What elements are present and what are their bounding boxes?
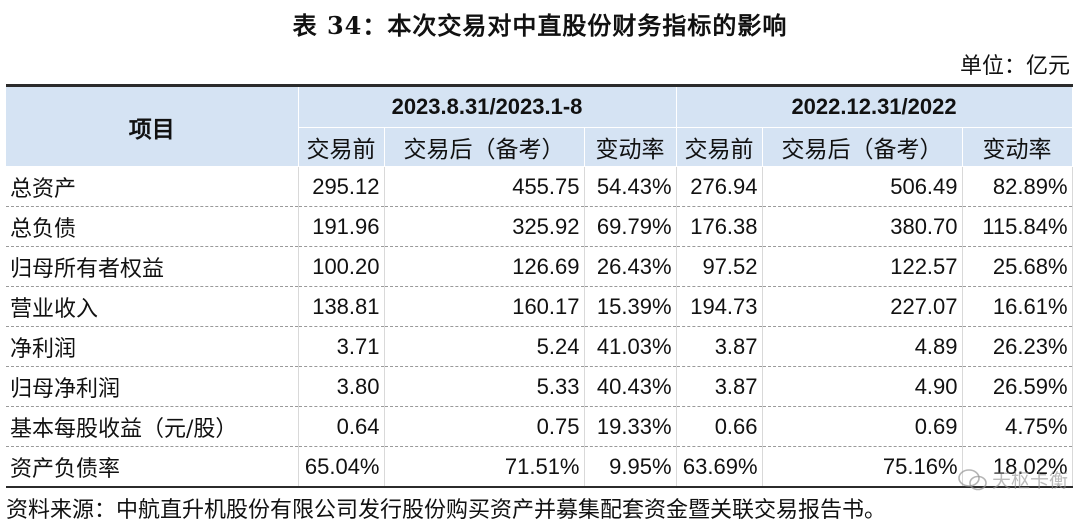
row-label: 总资产: [6, 166, 299, 207]
table-cell: 26.43%: [584, 246, 677, 287]
table-row: 资产负债率 65.04% 71.51% 9.95% 63.69% 75.16% 18.02%: [6, 446, 1073, 488]
table-cell: 54.43%: [584, 166, 677, 207]
row-label: 资产负债率: [6, 446, 299, 488]
table-cell: 4.90: [762, 366, 963, 407]
source-note: 资料来源：中航直升机股份有限公司发行股份购买资产并募集配套资金暨关联交易报告书。: [6, 498, 887, 523]
table-cell: 115.84%: [962, 206, 1073, 247]
table-cell: 65.04%: [298, 446, 385, 488]
table-cell: 0.66: [676, 406, 763, 447]
sub-header-change-rate: 变动率: [962, 127, 1073, 167]
table-cell: 82.89%: [962, 166, 1073, 207]
table-cell: 3.71: [298, 326, 385, 367]
period-header-2022: 2022.12.31/2022: [676, 84, 1073, 128]
table-cell: 40.43%: [584, 366, 677, 407]
table-cell: 75.16%: [762, 446, 963, 488]
table-cell: 227.07: [762, 286, 963, 327]
table-cell: 380.70: [762, 206, 963, 247]
table-cell: 4.75%: [962, 406, 1073, 447]
table-cell: 122.57: [762, 246, 963, 287]
sub-header-before: 交易前: [676, 127, 763, 167]
table-title: 表 34：本次交易对中直股份财务指标的影响: [292, 11, 788, 40]
wechat-icon: [958, 468, 988, 491]
financial-impact-table: 项目 2023.8.31/2023.1-8 2022.12.31/2022 交易…: [6, 84, 1073, 488]
table-row: 归母净利润 3.80 5.33 40.43% 3.87 4.90 26.59%: [6, 366, 1073, 407]
table-cell: 19.33%: [584, 406, 677, 447]
row-label: 归母净利润: [6, 366, 299, 407]
table-cell: 3.87: [676, 326, 763, 367]
table-cell: 71.51%: [384, 446, 585, 488]
table-cell: 191.96: [298, 206, 385, 247]
table-row: 基本每股收益（元/股） 0.64 0.75 19.33% 0.66 0.69 4.75%: [6, 406, 1073, 447]
table-cell: 3.87: [676, 366, 763, 407]
unit-label: 单位：亿元: [959, 54, 1070, 79]
sub-header-change-rate: 变动率: [584, 127, 677, 167]
table-cell: 3.80: [298, 366, 385, 407]
table-cell: 26.23%: [962, 326, 1073, 367]
row-label: 营业收入: [6, 286, 299, 327]
table-cell: 63.69%: [676, 446, 763, 488]
table-cell: 325.92: [384, 206, 585, 247]
sub-header-after-pro-forma: 交易后（备考）: [384, 127, 585, 167]
table-cell: 455.75: [384, 166, 585, 207]
table-row: 总负债 191.96 325.92 69.79% 176.38 380.70 115.84%: [6, 206, 1073, 247]
table-cell: 18.02%: [962, 446, 1073, 488]
table-cell: 97.52: [676, 246, 763, 287]
table-cell: 26.59%: [962, 366, 1073, 407]
table-row: 营业收入 138.81 160.17 15.39% 194.73 227.07 16.61%: [6, 286, 1073, 327]
table-cell: 4.89: [762, 326, 963, 367]
table-cell: 506.49: [762, 166, 963, 207]
table-cell: 16.61%: [962, 286, 1073, 327]
table-cell: 69.79%: [584, 206, 677, 247]
period-header-2023: 2023.8.31/2023.1-8: [298, 84, 677, 128]
sub-header-after-pro-forma: 交易后（备考）: [762, 127, 963, 167]
table-cell: 0.64: [298, 406, 385, 447]
table-cell: 126.69: [384, 246, 585, 287]
table-cell: 5.33: [384, 366, 585, 407]
table-cell: 100.20: [298, 246, 385, 287]
row-label: 总负债: [6, 206, 299, 247]
table-row: 净利润 3.71 5.24 41.03% 3.87 4.89 26.23%: [6, 326, 1073, 367]
table-cell: 176.38: [676, 206, 763, 247]
table-cell: 9.95%: [584, 446, 677, 488]
table-cell: 295.12: [298, 166, 385, 207]
watermark: 天枢卡衡: [958, 466, 1068, 493]
table-cell: 25.68%: [962, 246, 1073, 287]
watermark-text: 天枢卡衡: [991, 470, 1068, 492]
sub-header-before: 交易前: [298, 127, 385, 167]
table-cell: 0.75: [384, 406, 585, 447]
row-label: 净利润: [6, 326, 299, 367]
item-header: 项目: [6, 84, 299, 167]
row-label: 基本每股收益（元/股）: [6, 406, 299, 447]
table-cell: 15.39%: [584, 286, 677, 327]
table-cell: 5.24: [384, 326, 585, 367]
table-cell: 194.73: [676, 286, 763, 327]
table-row: 总资产 295.12 455.75 54.43% 276.94 506.49 82.89%: [6, 166, 1073, 207]
table-cell: 160.17: [384, 286, 585, 327]
row-label: 归母所有者权益: [6, 246, 299, 287]
table-cell: 0.69: [762, 406, 963, 447]
table-cell: 138.81: [298, 286, 385, 327]
table-cell: 276.94: [676, 166, 763, 207]
table-row: 归母所有者权益 100.20 126.69 26.43% 97.52 122.57 25.6…: [6, 246, 1073, 287]
table-cell: 41.03%: [584, 326, 677, 367]
